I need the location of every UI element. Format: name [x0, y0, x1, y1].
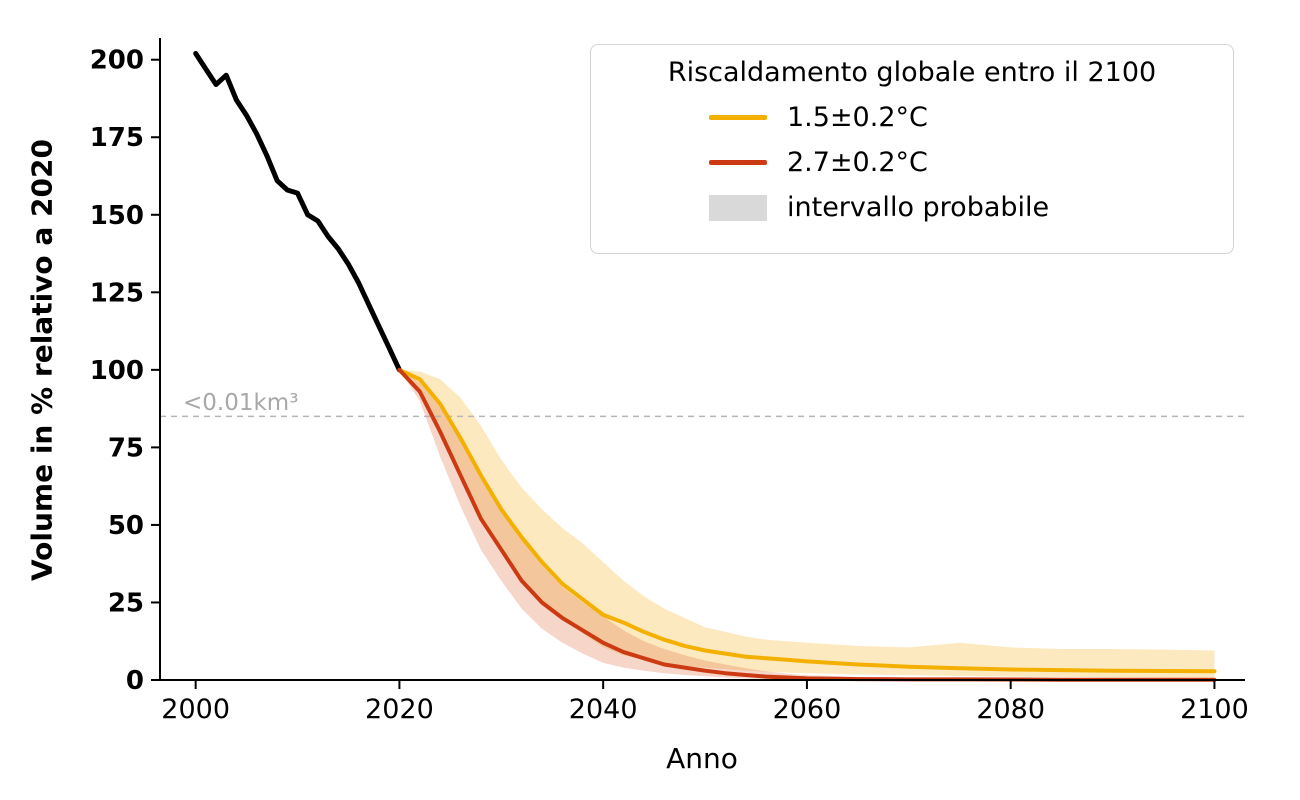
legend-label-likely-range: intervallo probabile: [787, 192, 1050, 223]
svg-text:2100: 2100: [1180, 694, 1249, 725]
svg-text:75: 75: [108, 433, 144, 463]
svg-text:2040: 2040: [569, 694, 638, 725]
svg-text:2080: 2080: [976, 694, 1045, 725]
svg-text:2000: 2000: [161, 694, 230, 725]
legend-title: Riscaldamento globale entro il 2100: [667, 57, 1157, 88]
legend: Riscaldamento globale entro il 2100 1.5±…: [590, 44, 1234, 254]
legend-label-1-5c: 1.5±0.2°C: [787, 102, 928, 133]
svg-text:2060: 2060: [773, 694, 842, 725]
x-axis-label: Anno: [666, 742, 738, 775]
legend-line-swatch-yellow: [709, 115, 767, 120]
svg-text:100: 100: [90, 356, 144, 386]
svg-text:0: 0: [126, 666, 144, 696]
threshold-annotation: <0.01km³: [183, 390, 299, 416]
svg-text:200: 200: [90, 46, 144, 76]
svg-text:150: 150: [90, 201, 144, 231]
legend-item-2-7c: 2.7±0.2°C: [601, 147, 1223, 178]
legend-patch-swatch-gray: [709, 194, 767, 221]
legend-item-1-5c: 1.5±0.2°C: [601, 102, 1223, 133]
legend-label-2-7c: 2.7±0.2°C: [787, 147, 928, 178]
y-axis-label: Volume in % relativo a 2020: [25, 139, 59, 581]
svg-text:175: 175: [90, 123, 144, 153]
svg-text:2020: 2020: [365, 694, 434, 725]
svg-text:125: 125: [90, 278, 144, 308]
svg-text:50: 50: [108, 511, 144, 541]
legend-line-swatch-red: [709, 160, 767, 165]
legend-item-likely-range: intervallo probabile: [601, 192, 1223, 223]
svg-text:25: 25: [108, 588, 144, 618]
